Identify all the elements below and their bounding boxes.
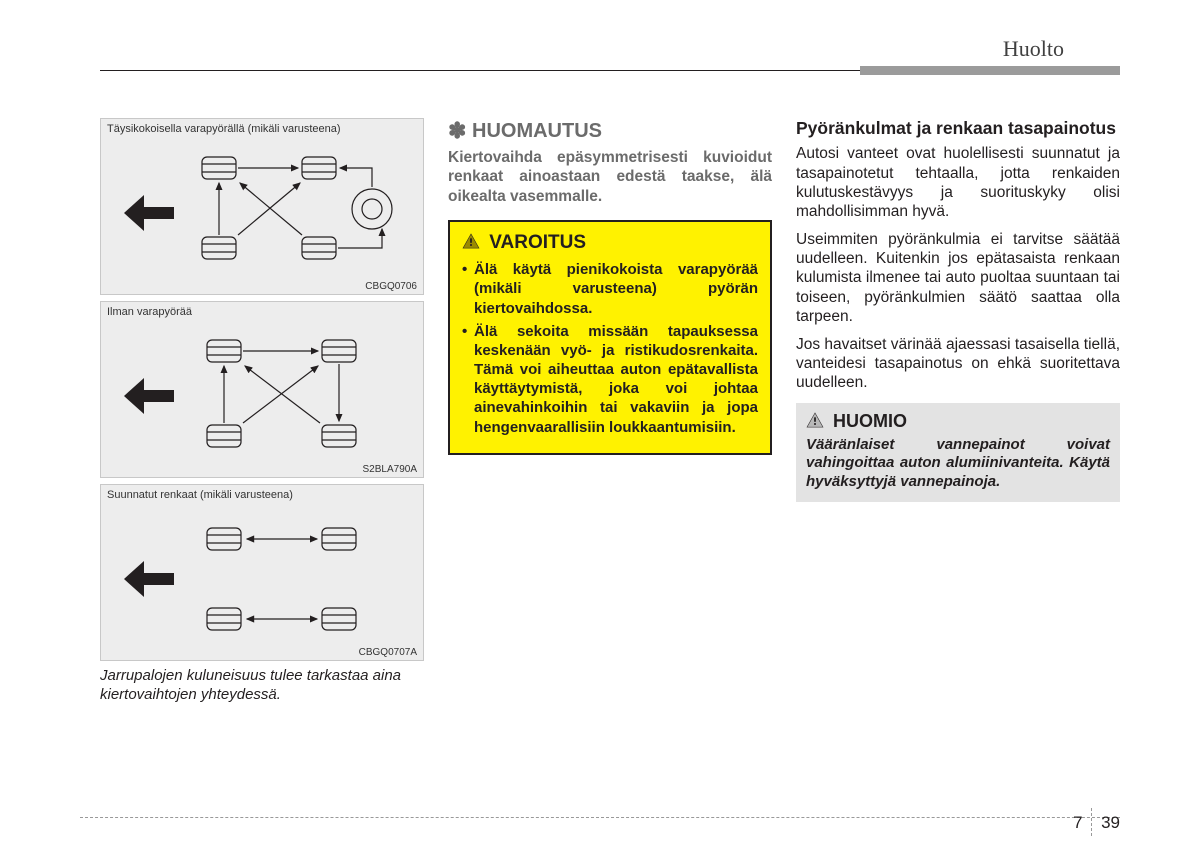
warning-triangle-icon	[462, 233, 480, 249]
section-p2: Useimmiten pyöränkulmia ei tarvitse säät…	[796, 230, 1120, 327]
brake-note: Jarrupalojen kuluneisuus tulee tarkastaa…	[100, 667, 424, 705]
diagram2-code: S2BLA790A	[363, 464, 418, 475]
warning-item: Älä sekoita missään tapauksessa keskenää…	[462, 322, 758, 437]
header-tab	[860, 66, 1120, 75]
chapter-number: 7	[1073, 813, 1082, 832]
warning-box: VAROITUS Älä käytä pienikokoista varapyö…	[448, 220, 772, 455]
notice-heading: ✽ HUOMAUTUS	[448, 118, 772, 144]
diagram1-code: CBGQ0706	[365, 281, 417, 292]
page-separator	[1091, 808, 1092, 836]
warning-list: Älä käytä pienikokoista varapyörää (mikä…	[462, 260, 758, 437]
diagram3-code: CBGQ0707A	[359, 647, 417, 658]
page-number-value: 39	[1101, 813, 1120, 832]
caution-title-row: HUOMIO	[806, 411, 1110, 432]
warning-item: Älä käytä pienikokoista varapyörää (mikä…	[462, 260, 758, 318]
page-footer: 7 39	[80, 817, 1120, 832]
caution-title: HUOMIO	[833, 411, 907, 431]
diagram-directional: Suunnatut renkaat (mikäli varusteena)	[100, 484, 424, 661]
section-p3: Jos havaitset värinää ajaessasi tasaisel…	[796, 335, 1120, 393]
column-diagrams: Täysikokoisella varapyörällä (mikäli var…	[100, 118, 424, 705]
caution-box: HUOMIO Vääränlaiset vannepainot voivat v…	[796, 403, 1120, 502]
footer-dotted-line	[80, 817, 1120, 818]
rotation-diagram-1	[122, 137, 402, 292]
diagram-spare-full: Täysikokoisella varapyörällä (mikäli var…	[100, 118, 424, 295]
diagram3-caption: Suunnatut renkaat (mikäli varusteena)	[107, 489, 417, 501]
warning-title-row: VAROITUS	[462, 232, 758, 254]
diagram-no-spare: Ilman varapyörää	[100, 301, 424, 478]
notice-body: Kiertovaihda epäsymmetrisesti kuvioidut …	[448, 148, 772, 206]
column-right: Pyöränkulmat ja renkaan tasapainotus Aut…	[796, 118, 1120, 705]
rotation-diagram-2	[122, 320, 402, 475]
notice-title: HUOMAUTUS	[472, 120, 602, 142]
diagram1-caption: Täysikokoisella varapyörällä (mikäli var…	[107, 123, 417, 135]
column-middle: ✽ HUOMAUTUS Kiertovaihda epäsymmetrisest…	[448, 118, 772, 705]
section-heading: Pyöränkulmat ja renkaan tasapainotus	[796, 118, 1120, 138]
page-header: Huolto	[100, 30, 1120, 78]
caution-triangle-icon	[806, 412, 824, 428]
asterisk-icon: ✽	[448, 118, 466, 143]
rotation-diagram-3	[122, 503, 402, 658]
section-p1: Autosi vanteet ovat huolellisesti suunna…	[796, 144, 1120, 222]
page-number: 7 39	[1073, 808, 1120, 836]
diagram2-caption: Ilman varapyörää	[107, 306, 417, 318]
warning-title: VAROITUS	[489, 232, 586, 253]
header-title: Huolto	[1003, 36, 1064, 62]
caution-body: Vääränlaiset vannepainot voivat vahingoi…	[806, 436, 1110, 492]
